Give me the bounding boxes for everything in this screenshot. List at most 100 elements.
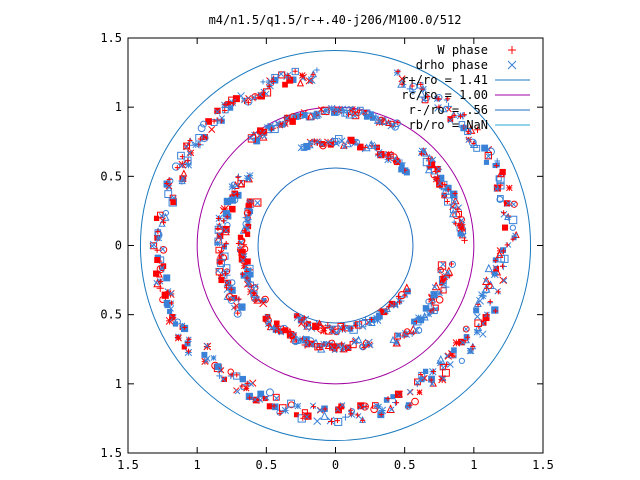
data-point-circle — [404, 328, 411, 335]
data-point-plus — [375, 151, 381, 157]
data-point-square — [422, 305, 430, 312]
data-point-square — [228, 286, 236, 294]
data-point-cross — [505, 200, 512, 207]
data-point-plus — [156, 284, 164, 292]
data-point-plus — [161, 219, 167, 225]
data-point-plus — [182, 325, 188, 331]
data-point-square — [411, 318, 417, 324]
x-tick-label: 1.5 — [117, 458, 139, 472]
data-point-box — [418, 371, 426, 379]
data-point-box — [291, 67, 299, 76]
data-point-star — [192, 141, 200, 149]
data-point-cross — [324, 323, 331, 330]
legend-label: rc/ro = 1.00 — [401, 88, 488, 102]
data-point-cross — [435, 166, 442, 172]
data-point-cross — [348, 105, 354, 112]
data-point-circle — [200, 120, 207, 128]
data-point-plus — [158, 278, 164, 284]
chart-title: m4/n1.5/q1.5/r-+.40-j206/M100.0/512 — [209, 13, 462, 27]
data-point-circle — [509, 224, 516, 231]
data-point-triangle — [417, 89, 426, 98]
data-point-star — [394, 332, 401, 339]
data-point-star — [174, 334, 182, 342]
data-point-square — [501, 224, 509, 231]
data-point-cross — [326, 416, 335, 425]
data-point-plus — [399, 81, 405, 87]
data-point-plus — [239, 271, 245, 277]
data-point-triangle — [223, 292, 231, 300]
data-point-star — [311, 112, 319, 120]
data-point-square — [347, 326, 354, 332]
data-point-circle — [159, 245, 168, 254]
data-point-square — [232, 95, 240, 103]
data-point-plus — [178, 177, 186, 185]
data-point-cross — [374, 149, 383, 157]
data-point-plus — [484, 312, 490, 318]
data-point-plus — [236, 296, 242, 302]
data-point-box — [442, 368, 450, 377]
data-point-circle — [415, 326, 423, 334]
data-point-square — [271, 76, 279, 84]
data-point-cross — [325, 139, 332, 146]
data-point-plus — [271, 78, 277, 84]
data-point-square — [266, 403, 273, 410]
data-point-square — [245, 231, 251, 238]
data-point-triangle — [237, 180, 245, 188]
data-point-cross — [305, 77, 313, 85]
data-point-square — [224, 279, 232, 287]
data-point-plus — [221, 243, 227, 249]
data-point-cross — [149, 240, 158, 249]
data-point-cross — [463, 326, 469, 333]
data-point-square — [245, 203, 252, 210]
data-point-star — [228, 183, 236, 191]
data-point-star — [375, 403, 382, 410]
data-point-plus — [395, 68, 401, 74]
y-tick-label: 1.5 — [100, 446, 122, 460]
data-point-box — [272, 393, 280, 401]
data-point-plus — [465, 129, 471, 135]
data-point-plus — [235, 310, 241, 316]
data-point-square — [153, 270, 160, 277]
data-point-plus — [409, 331, 416, 337]
data-point-plus — [223, 285, 229, 291]
legend-label: W phase — [437, 43, 488, 57]
data-point-circle — [265, 388, 274, 397]
data-point-plus — [494, 158, 501, 164]
data-point-square — [167, 308, 173, 315]
data-point-box — [253, 198, 262, 207]
data-point-plus — [324, 322, 332, 330]
data-point-plus — [505, 214, 512, 221]
data-point-circle — [423, 94, 431, 102]
data-point-cross — [501, 277, 508, 284]
data-point-cross — [473, 313, 481, 321]
data-point-square — [227, 105, 234, 111]
data-point-cross — [158, 266, 165, 273]
data-point-plus — [240, 241, 248, 249]
data-point-box — [496, 181, 505, 190]
data-point-triangle — [456, 219, 464, 227]
data-point-square — [434, 165, 441, 173]
data-point-square — [422, 368, 429, 375]
data-point-cross — [240, 257, 246, 264]
data-point-star — [452, 339, 461, 347]
data-point-cross — [362, 110, 369, 117]
data-point-cross — [512, 232, 518, 239]
data-point-plus — [444, 102, 453, 110]
y-tick-label: 0.5 — [100, 308, 122, 322]
data-point-triangle — [373, 115, 382, 124]
data-point-cross — [355, 412, 362, 419]
data-point-circle — [197, 124, 206, 133]
data-point-star — [447, 350, 456, 358]
data-point-star — [338, 105, 347, 114]
data-point-circle — [437, 266, 444, 274]
data-point-star — [263, 124, 270, 131]
data-point-plus — [327, 417, 336, 426]
data-point-cross — [455, 204, 463, 211]
data-point-square — [247, 208, 254, 215]
data-point-plus — [260, 79, 266, 85]
data-point-plus — [418, 81, 424, 87]
data-point-square — [245, 223, 252, 230]
data-point-square — [153, 215, 160, 222]
data-point-square — [205, 118, 212, 125]
